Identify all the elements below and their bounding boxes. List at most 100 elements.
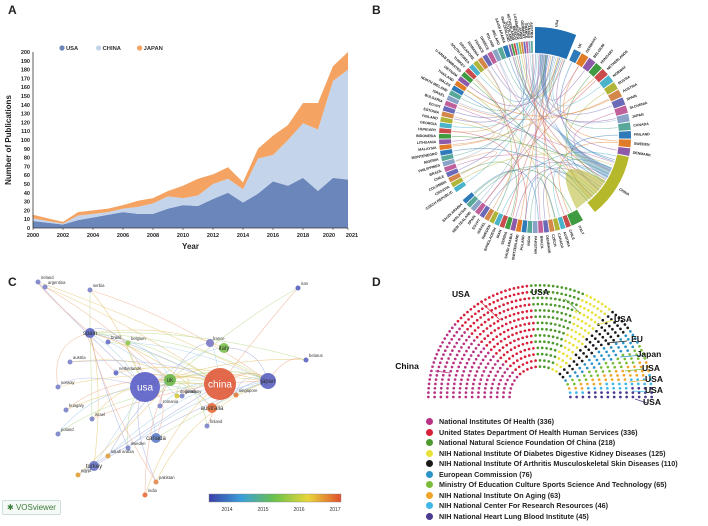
funding-dot <box>519 304 522 308</box>
funding-dot <box>536 346 540 350</box>
funding-dot <box>521 342 525 346</box>
funding-dot <box>508 294 512 298</box>
chord-label: MALAYSIA <box>418 146 437 152</box>
legend-dot <box>426 418 433 425</box>
node-iran <box>295 285 301 291</box>
funding-dot <box>467 335 471 339</box>
chord-label: BRAZIL <box>429 169 444 178</box>
funding-dot <box>478 382 482 386</box>
funding-dot <box>606 395 610 399</box>
arc-finland <box>440 116 453 124</box>
funding-dot <box>648 378 652 381</box>
funding-dot <box>549 347 553 351</box>
funding-dot <box>580 359 584 363</box>
node-label-denmark: denmark <box>180 389 197 394</box>
chord-ireland <box>504 59 566 99</box>
legend-label: Ministry Of Education Culture Sports Sci… <box>439 480 667 489</box>
funding-dot <box>617 316 621 320</box>
chord-label: HUNGARY <box>418 127 437 132</box>
funding-dot <box>648 373 651 377</box>
funding-dot <box>534 315 537 319</box>
funding-dot <box>581 299 584 302</box>
arc-singapore <box>473 60 485 73</box>
arc-france <box>482 54 493 67</box>
funding-dot <box>580 342 584 346</box>
funding-dot <box>494 306 497 310</box>
funding-dot <box>575 363 579 367</box>
funding-dot <box>606 391 610 394</box>
funding-dot <box>439 386 443 390</box>
funding-dot <box>604 339 608 342</box>
arc-romania <box>477 57 489 70</box>
node-italy <box>219 343 229 353</box>
node-label-japan: japan <box>260 379 276 385</box>
funding-dot <box>583 329 587 332</box>
funding-dot <box>570 301 574 305</box>
funding-dot <box>512 319 516 323</box>
funding-dot <box>596 374 600 377</box>
arc-colombia <box>448 172 461 183</box>
x-tick-label: 2016 <box>267 233 279 239</box>
chord-label: PAKISTAN <box>533 236 537 254</box>
arc-netherlands <box>513 43 518 56</box>
node-label-australia: australia <box>201 406 224 412</box>
funding-dot <box>629 374 632 377</box>
chord-egypt <box>488 161 609 207</box>
funding-dot <box>641 374 645 377</box>
funding-dot <box>543 334 546 337</box>
funding-dot <box>570 328 574 332</box>
legend-dot <box>426 502 433 509</box>
funding-dot <box>619 327 622 331</box>
funding-dot <box>574 353 578 357</box>
arc-saudi-arabia <box>462 192 475 204</box>
funding-dot <box>495 335 499 339</box>
funding-dot <box>517 344 521 348</box>
funding-dot <box>631 386 634 390</box>
funding-dot <box>562 368 566 371</box>
chord-georgia <box>452 56 556 128</box>
funding-dot <box>467 357 471 361</box>
funding-dot <box>485 343 489 347</box>
funding-dot <box>464 321 467 324</box>
funding-dot <box>510 300 514 304</box>
funding-dot <box>566 326 570 330</box>
funding-dot <box>600 395 604 399</box>
node-label-poland: poland <box>61 427 74 432</box>
funding-dot <box>447 357 450 360</box>
funding-dot <box>540 352 544 356</box>
funding-dot <box>611 382 615 386</box>
funding-dot <box>560 286 564 289</box>
funding-dot <box>489 331 493 335</box>
funding-dot <box>521 317 525 320</box>
funding-dot <box>618 382 621 386</box>
network-edge <box>37 281 269 382</box>
funding-dot <box>580 387 584 390</box>
funding-dot <box>559 344 563 348</box>
node-label-singapore: singapore <box>239 388 258 393</box>
funding-dot <box>452 334 456 338</box>
funding-dot <box>549 354 553 357</box>
funding-dot <box>628 353 631 356</box>
funding-dot <box>594 347 598 350</box>
legend-label: NIH National Institute On Aging (63) <box>439 490 561 500</box>
funding-dot <box>487 296 491 299</box>
network-edge <box>89 332 93 420</box>
funding-dot <box>527 303 531 307</box>
funding-dot <box>551 341 555 345</box>
funding-dot <box>486 362 490 366</box>
node-germany <box>179 393 185 399</box>
network-edge <box>89 289 269 382</box>
funding-legend-item: NIH National Institute Of Diabetes Diges… <box>426 449 665 459</box>
node-canada <box>151 433 161 443</box>
funding-dot <box>525 316 529 319</box>
funding-dot <box>568 294 572 298</box>
funding-dot <box>495 395 499 399</box>
arc-indonesia <box>439 133 452 139</box>
funding-dot <box>501 363 505 367</box>
funding-dot <box>454 373 458 377</box>
chord-philippines <box>455 68 506 161</box>
legend-dot <box>426 460 433 467</box>
funding-dot <box>579 305 582 308</box>
funding-dot <box>581 335 585 339</box>
funding-dot <box>551 284 555 288</box>
